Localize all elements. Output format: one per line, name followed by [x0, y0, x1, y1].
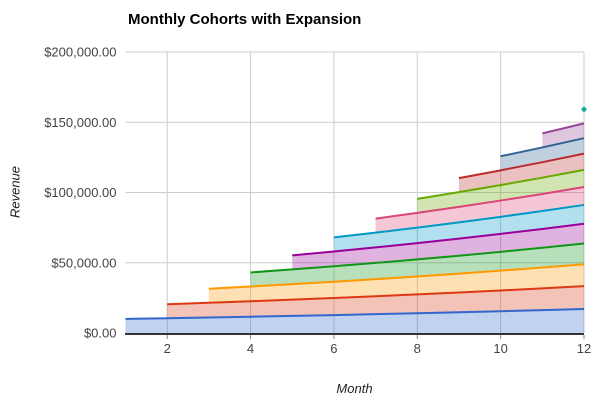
area-cohort-start-month-1[interactable] [125, 308, 585, 333]
x-tick-label: 12 [577, 341, 591, 356]
area-cohort-start-month-8[interactable] [417, 169, 584, 213]
x-tick-label: 8 [414, 341, 421, 356]
line-cohort-start-month-11[interactable] [542, 122, 585, 135]
line-cohort-start-month-5[interactable] [292, 222, 585, 257]
line-cohort-start-month-6[interactable] [333, 203, 585, 239]
point-cohort-start-month-12[interactable] [581, 106, 587, 112]
y-tick-label: $50,000.00 [51, 255, 116, 270]
x-tick-label: 6 [330, 341, 337, 356]
x-tick-label: 2 [164, 341, 171, 356]
x-axis-title: Month [336, 381, 373, 396]
line-cohort-start-month-3[interactable] [208, 263, 585, 290]
line-cohort-start-month-8[interactable] [417, 168, 585, 200]
y-tick-label: $150,000.00 [44, 115, 116, 130]
area-cohort-start-month-3[interactable] [208, 264, 585, 303]
y-tick-label: $200,000.00 [44, 45, 116, 60]
x-tick-label: 4 [247, 341, 254, 356]
area-cohort-start-month-7[interactable] [375, 187, 584, 233]
area-cohort-start-month-9[interactable] [458, 153, 584, 193]
line-cohort-start-month-7[interactable] [375, 186, 585, 220]
y-tick-label: $100,000.00 [44, 185, 116, 200]
area-cohort-start-month-4[interactable] [250, 243, 585, 287]
x-tick-label: 10 [493, 341, 507, 356]
line-cohort-start-month-10[interactable] [500, 137, 585, 158]
area-cohort-start-month-11[interactable] [542, 123, 584, 148]
line-cohort-start-month-4[interactable] [250, 242, 585, 274]
y-tick-label: $0.00 [84, 326, 117, 341]
area-cohort-start-month-6[interactable] [333, 204, 584, 252]
line-cohort-start-month-2[interactable] [167, 285, 585, 306]
line-cohort-start-month-1[interactable] [125, 307, 585, 320]
area-cohort-start-month-10[interactable] [500, 138, 584, 171]
area-cohort-start-month-2[interactable] [167, 286, 584, 319]
line-cohort-start-month-9[interactable] [458, 152, 585, 180]
area-cohort-start-month-5[interactable] [292, 223, 584, 270]
chart-title: Monthly Cohorts with Expansion [128, 11, 362, 28]
